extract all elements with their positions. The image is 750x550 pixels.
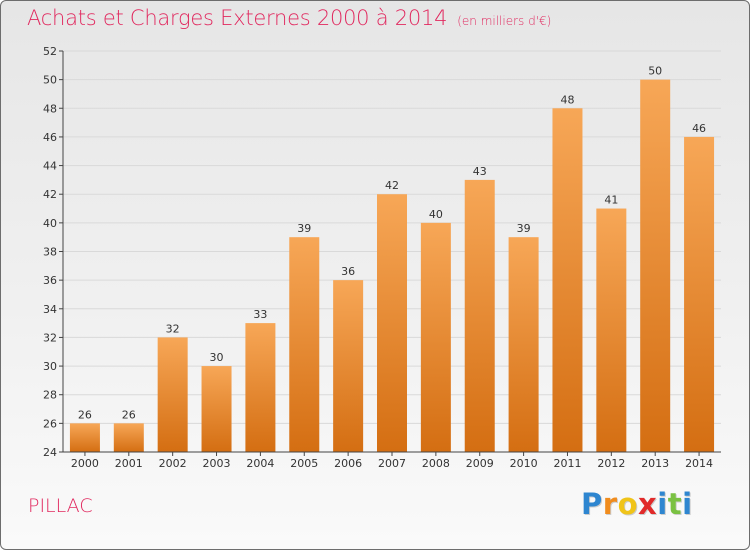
value-label-2011: 48 — [560, 93, 574, 106]
chart-title-unit: (en milliers d'€) — [457, 14, 552, 28]
y-tick-label: 30 — [43, 360, 57, 373]
value-label-2004: 33 — [253, 308, 267, 321]
value-label-2001: 26 — [122, 408, 136, 421]
value-label-2003: 30 — [210, 351, 224, 364]
value-label-2008: 40 — [429, 208, 443, 221]
bar-2014 — [684, 136, 715, 452]
bar-2011 — [552, 108, 583, 453]
bar-2007 — [377, 194, 407, 452]
y-tick-label: 26 — [43, 417, 57, 430]
bar-2010 — [508, 237, 539, 452]
x-tick-label-2012: 2012 — [597, 457, 625, 470]
bar-2012 — [596, 208, 627, 452]
logo-letter: P — [581, 487, 603, 521]
chart-title-main: Achats et Charges Externes 2000 à 2014 — [27, 6, 448, 30]
value-label-2007: 42 — [385, 179, 399, 192]
bar-2000 — [69, 423, 100, 452]
chart-title: Achats et Charges Externes 2000 à 2014 (e… — [27, 6, 551, 30]
logo-letter: x — [638, 487, 658, 521]
proxiti-logo[interactable]: Proxiti — [581, 487, 693, 521]
x-tick-label-2010: 2010 — [510, 457, 538, 470]
y-tick-label: 34 — [43, 303, 57, 316]
x-tick-label-2001: 2001 — [115, 457, 143, 470]
y-tick-label: 48 — [43, 102, 57, 115]
value-label-2005: 39 — [297, 222, 311, 235]
y-tick-label: 44 — [43, 160, 57, 173]
bar-2005 — [289, 237, 320, 452]
y-tick-label: 36 — [43, 274, 57, 287]
logo-letter: i — [657, 487, 668, 521]
y-tick-labels: 24 26 28 30 32 34 36 38 40 42 44 46 48 50 52 — [43, 45, 57, 459]
logo-letter: o — [617, 487, 639, 521]
value-label-2013: 50 — [648, 65, 662, 78]
y-tick-label: 46 — [43, 131, 57, 144]
bar-2003 — [201, 366, 232, 452]
logo-letter: t — [667, 487, 683, 521]
x-tick-label-2011: 2011 — [553, 457, 581, 470]
x-tick-label-2004: 2004 — [246, 457, 274, 470]
bar-2001 — [113, 423, 144, 452]
value-label-2014: 46 — [692, 122, 706, 135]
value-label-2000: 26 — [78, 408, 92, 421]
bar-2006 — [333, 280, 364, 452]
x-tick-label-2014: 2014 — [685, 457, 713, 470]
value-label-2012: 41 — [604, 194, 618, 207]
y-tick-label: 42 — [43, 188, 57, 201]
value-label-2002: 32 — [166, 322, 180, 335]
bar-2008 — [420, 222, 451, 452]
x-tick-label-2002: 2002 — [159, 457, 187, 470]
x-tick-label-2006: 2006 — [334, 457, 362, 470]
value-label-2010: 39 — [517, 222, 531, 235]
bars — [69, 79, 715, 453]
value-label-2009: 43 — [473, 165, 487, 178]
commune-name: PILLAC — [28, 495, 93, 517]
x-tick-label-2007: 2007 — [378, 457, 406, 470]
bar-2013 — [640, 79, 671, 453]
logo-letter: r — [602, 487, 618, 521]
x-tick-label-2013: 2013 — [641, 457, 669, 470]
bar-2009 — [464, 179, 495, 452]
x-tick-label-2005: 2005 — [290, 457, 318, 470]
y-tick-label: 32 — [43, 331, 57, 344]
y-tick-label: 24 — [43, 446, 57, 459]
y-tick-label: 40 — [43, 217, 57, 230]
x-tick-label-2008: 2008 — [422, 457, 450, 470]
y-tick-label: 52 — [43, 45, 57, 58]
axes — [59, 50, 721, 456]
x-tick-label-2003: 2003 — [203, 457, 231, 470]
y-tick-label: 50 — [43, 74, 57, 87]
y-tick-label: 38 — [43, 246, 57, 259]
x-tick-label-2000: 2000 — [71, 457, 99, 470]
x-tick-labels: 2000 2001 2002 2003 2004 2005 2006 2007 2008 2009… — [71, 457, 713, 470]
value-labels: 26 26 32 30 33 39 36 42 40 43 39 48 41 50 46 — [78, 65, 706, 422]
bar-2004 — [245, 323, 276, 452]
x-tick-label-2009: 2009 — [466, 457, 494, 470]
bar-2002 — [157, 337, 188, 452]
y-tick-label: 28 — [43, 389, 57, 402]
logo-letter: i — [682, 487, 693, 521]
value-label-2006: 36 — [341, 265, 355, 278]
